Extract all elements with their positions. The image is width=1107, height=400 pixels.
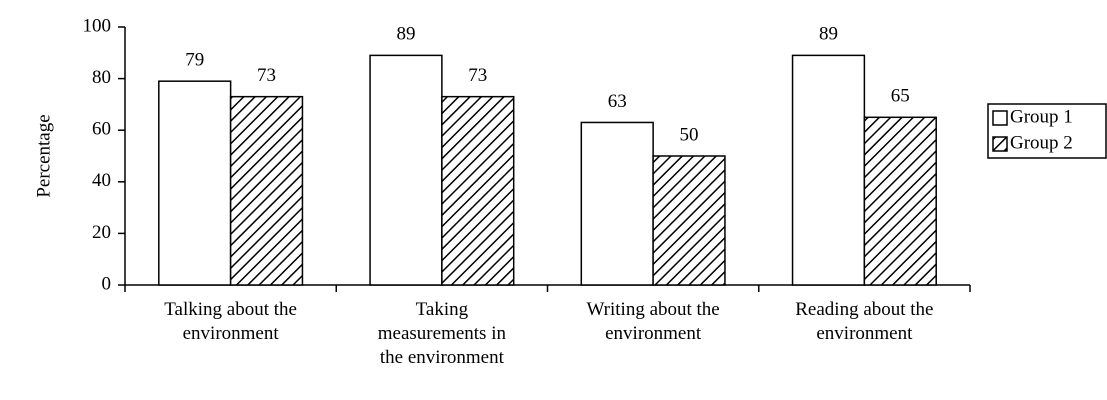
value-label: 73: [257, 65, 276, 86]
x-tick-label-line: environment: [183, 323, 280, 344]
value-label: 65: [891, 86, 910, 107]
x-tick-label-line: environment: [816, 323, 913, 344]
bar: [580, 121, 654, 286]
x-tick-label: Taking measurements in the environment: [378, 299, 507, 368]
x-tick-label-line: the environment: [380, 347, 505, 368]
x-tick-label-line: measurements in: [378, 323, 507, 344]
bar: [158, 80, 232, 286]
bar: [652, 155, 726, 286]
y-axis-label: Percentage: [33, 114, 54, 197]
legend-swatch: [992, 110, 1008, 126]
bar: [441, 95, 515, 286]
x-tick-label: Talking about the environment: [164, 299, 297, 344]
value-label: 89: [396, 24, 415, 45]
y-tick-label: 100: [83, 15, 112, 36]
bar: [369, 54, 443, 286]
value-label: 63: [608, 91, 627, 112]
y-tick-label: 80: [92, 67, 111, 88]
bar: [791, 54, 866, 286]
bar: [229, 95, 304, 286]
value-label: 79: [185, 50, 204, 71]
x-tick-label: Reading about the environment: [795, 299, 933, 344]
legend-label: Group 1: [1010, 106, 1073, 127]
bar: [863, 116, 937, 286]
value-label: 50: [680, 124, 699, 145]
x-tick-label-line: Taking: [416, 299, 469, 320]
legend-swatch: [992, 136, 1008, 152]
x-tick-label-line: Reading about the: [795, 299, 933, 320]
legend: Group 1 Group 2: [987, 103, 1107, 159]
y-tick-label: 40: [92, 170, 111, 191]
y-tick-label: 20: [92, 222, 111, 243]
x-tick-label: Writing about the environment: [586, 299, 719, 344]
x-tick-label-line: Talking about the: [164, 299, 297, 320]
y-tick-label: 0: [102, 273, 112, 294]
y-tick-label: 60: [92, 119, 111, 140]
value-label: 89: [819, 24, 838, 45]
x-tick-label-line: environment: [605, 323, 702, 344]
x-tick-label-line: Writing about the: [586, 299, 719, 320]
value-label: 73: [468, 65, 487, 86]
legend-label: Group 2: [1010, 132, 1073, 153]
